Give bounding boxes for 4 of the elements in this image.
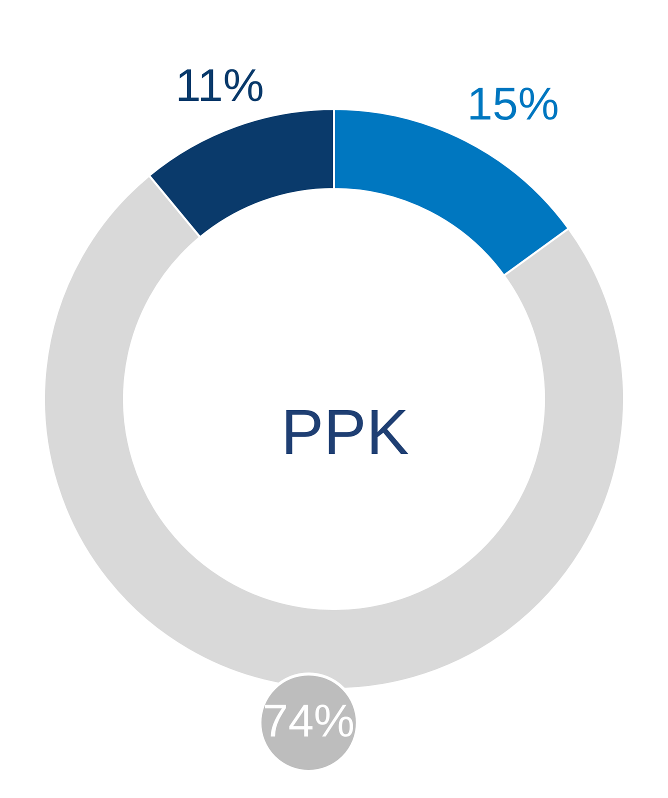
data-label: 11% [175, 58, 264, 111]
data-label: 74% [262, 694, 355, 747]
text: PPK [280, 396, 410, 468]
data-label: 15% [466, 77, 560, 130]
